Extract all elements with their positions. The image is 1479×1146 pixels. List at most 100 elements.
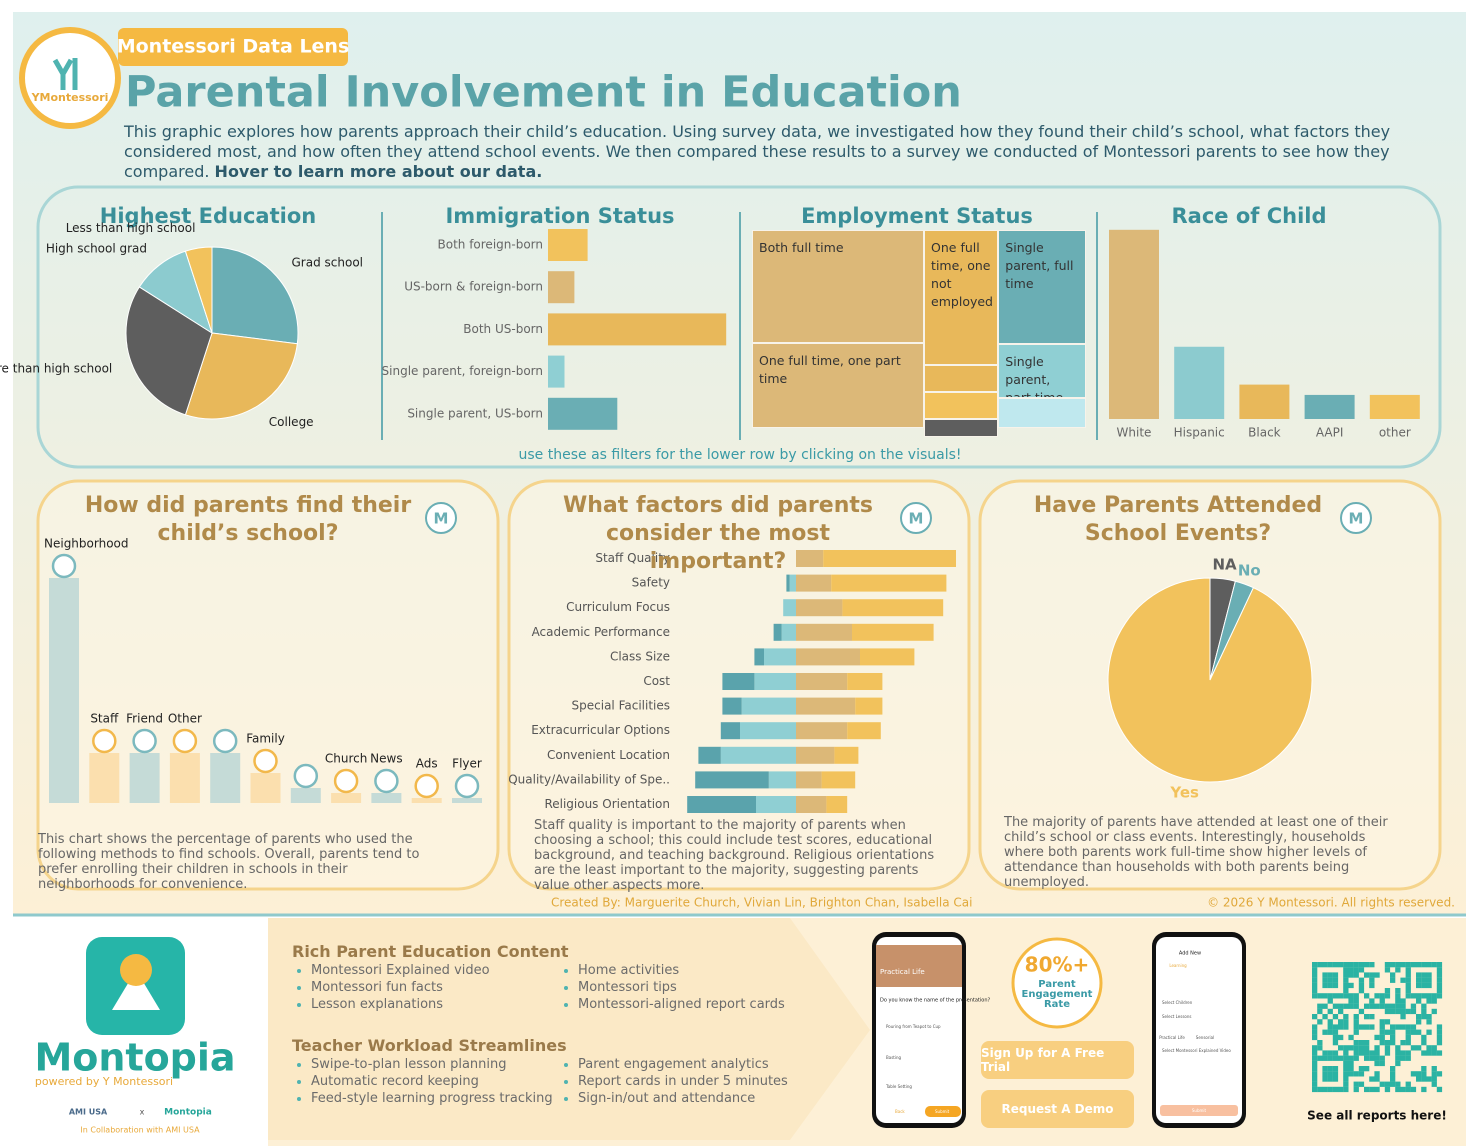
qr-module: [1364, 1040, 1370, 1046]
qr-module: [1338, 1034, 1344, 1041]
app-name: Montopia: [34, 1036, 235, 1080]
qr-module: [1410, 1003, 1417, 1009]
qr-module: [1421, 1003, 1427, 1009]
qr-module: [1343, 962, 1349, 968]
qr-module: [1405, 982, 1411, 989]
button[interactable]: Request A Demo: [981, 1090, 1134, 1128]
qr-module: [1379, 1040, 1385, 1046]
qr-module: [1348, 998, 1354, 1004]
qr-module: [1436, 1029, 1443, 1035]
qr-module: [1390, 1081, 1396, 1087]
phone-text: Back: [895, 1109, 905, 1114]
qr-module: [1374, 972, 1380, 978]
qr-module: [1343, 1003, 1349, 1009]
button[interactable]: Sign Up for A Free Trial: [981, 1041, 1134, 1079]
bar-segment: [796, 550, 824, 567]
qr-module: [1410, 1024, 1417, 1030]
qr-module: [1348, 1034, 1354, 1041]
qr-module: [1390, 1034, 1396, 1041]
qr-module: [1426, 993, 1432, 999]
qr-module: [1343, 982, 1349, 989]
treemap-cell: One full time, one part time: [752, 342, 925, 428]
qr-module: [1364, 1066, 1370, 1072]
qr-module: [1343, 1086, 1349, 1093]
bar-segment: [796, 697, 856, 715]
bar-segment: [796, 746, 835, 764]
category-label: US-born & foreign-born: [404, 280, 543, 294]
qr-module: [1343, 1076, 1349, 1082]
qr-module: [1343, 972, 1349, 978]
qr-module: [1343, 1045, 1349, 1051]
qr-module: [1421, 1066, 1427, 1072]
qr-module: [1410, 1029, 1417, 1035]
qr-module: [1369, 1076, 1375, 1082]
bar: [1369, 394, 1420, 419]
qr-module: [1327, 1055, 1333, 1061]
qr-module: [1390, 1024, 1396, 1030]
pie-slice: [211, 246, 299, 345]
qr-module: [1364, 1045, 1370, 1051]
qr-module: [1379, 998, 1385, 1004]
qr-module: [1390, 1066, 1396, 1072]
phone-text: Submit: [935, 1109, 950, 1114]
icon: [333, 768, 359, 794]
qr-module: [1353, 1003, 1359, 1009]
qr-module: [1379, 1060, 1385, 1067]
qr-module: [1317, 1040, 1323, 1046]
qr-module: [1348, 1060, 1354, 1067]
qr-module: [1317, 1086, 1323, 1093]
qr-module: [1353, 1024, 1359, 1030]
qr-module: [1353, 1019, 1359, 1025]
qr-module: [1332, 1055, 1339, 1061]
qr-module: [1421, 977, 1427, 983]
app-icon-mark: [112, 970, 160, 1010]
qr-module: [1312, 1029, 1318, 1035]
qr-module: [1312, 1086, 1318, 1093]
qr-module: [1390, 1008, 1396, 1015]
treemap-cell: Single parent, full time: [998, 230, 1086, 345]
qr-module: [1332, 982, 1339, 989]
caption: This chart shows the percentage of paren…: [38, 832, 420, 892]
qr-module: [1332, 1029, 1339, 1035]
feature: Home activities: [578, 962, 785, 979]
pie-slice: [184, 332, 298, 420]
treemap-cell: [924, 419, 999, 437]
category-label: Flyer: [452, 757, 482, 771]
category-label: Other: [168, 712, 202, 726]
qr-module: [1358, 1050, 1365, 1056]
category-label: Church: [325, 752, 367, 766]
feature: Lesson explanations: [311, 996, 490, 1013]
category-label: Academic Performance: [532, 625, 670, 639]
qr-module: [1379, 1081, 1385, 1087]
qr-module: [1338, 1086, 1344, 1093]
qr-module: [1312, 977, 1318, 983]
cell-label: Both full time: [759, 240, 844, 255]
category-label: Cost: [643, 674, 670, 688]
qr-module: [1322, 993, 1328, 999]
qr-module: [1343, 1060, 1349, 1067]
qr-module: [1390, 1029, 1396, 1035]
qr-module: [1416, 977, 1422, 983]
qr-module: [1332, 1086, 1339, 1093]
qr-module: [1369, 998, 1375, 1004]
qr-module: [1416, 1045, 1422, 1051]
phone-text: Basting: [886, 1055, 901, 1060]
qr-module: [1327, 1086, 1333, 1093]
badge-bg: [118, 28, 348, 66]
category-label: Religious Orientation: [544, 797, 670, 811]
qr-module: [1332, 977, 1339, 983]
icon: [51, 553, 77, 579]
qr-module: [1390, 1040, 1396, 1046]
top-panel: [36, 185, 1442, 469]
qr-module: [1353, 1071, 1359, 1077]
qr-module: [1426, 1076, 1432, 1082]
pie-slice: [184, 246, 213, 334]
qr-module: [1353, 998, 1359, 1004]
qr-module: [1332, 1071, 1339, 1077]
qr-module: [1364, 1003, 1370, 1009]
treemap-cell: [924, 365, 999, 392]
qr-code[interactable]: [1312, 962, 1443, 1093]
description-bold[interactable]: Hover to learn more about our data.: [214, 162, 543, 181]
feature-list: Montessori Explained videoMontessori fun…: [293, 962, 490, 1013]
qr-module: [1327, 1008, 1333, 1015]
